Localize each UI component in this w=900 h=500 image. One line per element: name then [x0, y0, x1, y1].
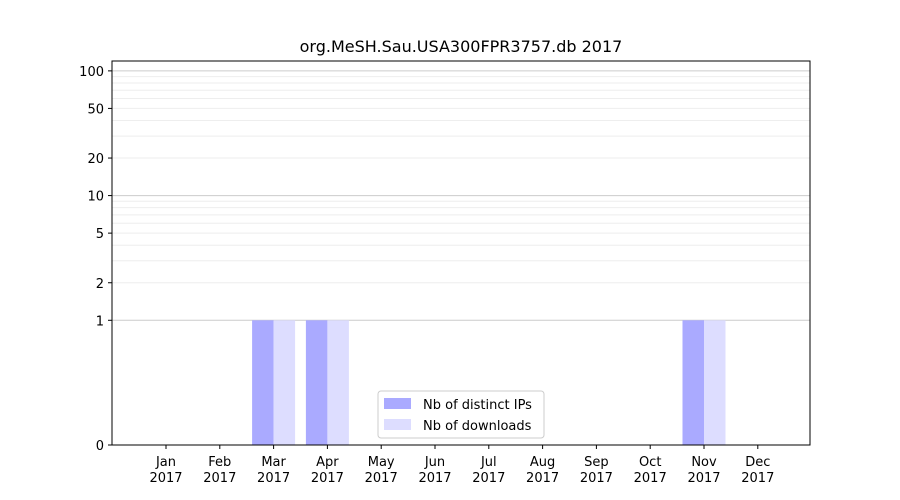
x-tick-label-month: Sep — [584, 455, 609, 470]
x-tick-label-year: 2017 — [580, 471, 613, 486]
x-tick-label-year: 2017 — [741, 471, 774, 486]
grid — [112, 70, 810, 321]
x-tick-label-month: Apr — [316, 455, 339, 470]
x-tick-label-year: 2017 — [311, 471, 344, 486]
plot-frame — [111, 60, 811, 446]
bar-distinct-ips — [252, 320, 274, 445]
y-tick-label: 0 — [96, 439, 104, 454]
x-tick-label-month: Mar — [261, 455, 286, 470]
bar-distinct-ips — [305, 320, 328, 445]
x-axis: Jan2017Feb2017Mar2017Apr2017May2017Jun20… — [149, 445, 774, 486]
x-tick-label-month: Dec — [745, 455, 770, 470]
x-tick-label-month: May — [368, 455, 395, 470]
x-tick-label-year: 2017 — [203, 471, 236, 486]
x-tick-label-month: Aug — [530, 455, 555, 470]
legend-label-downloads: Nb of downloads — [423, 419, 532, 434]
y-tick-label: 10 — [87, 190, 104, 205]
legend: Nb of distinct IPs Nb of downloads — [377, 390, 545, 439]
x-tick-label-month: Feb — [208, 455, 231, 470]
y-tick-label: 50 — [87, 102, 104, 117]
legend-swatch-downloads — [384, 419, 411, 430]
legend-box — [377, 390, 545, 439]
x-tick-label-month: Jul — [480, 455, 497, 470]
x-tick-label-year: 2017 — [472, 471, 505, 486]
bar-distinct-ips — [682, 320, 704, 445]
y-tick-label: 20 — [87, 152, 104, 167]
x-tick-label-year: 2017 — [149, 471, 182, 486]
bar-downloads — [704, 320, 726, 445]
x-tick-label-year: 2017 — [634, 471, 667, 486]
x-tick-label-month: Jan — [155, 455, 176, 470]
x-tick-label-month: Jun — [424, 455, 445, 470]
x-tick-label-month: Nov — [691, 455, 717, 470]
legend-label-distinct-ips: Nb of distinct IPs — [423, 398, 532, 413]
y-tick-label: 2 — [96, 277, 104, 292]
bar-downloads — [327, 320, 349, 445]
chart-title: org.MeSH.Sau.USA300FPR3757.db 2017 — [300, 37, 623, 56]
x-tick-label-year: 2017 — [257, 471, 290, 486]
y-tick-label: 1 — [96, 314, 104, 329]
y-tick-label: 100 — [79, 65, 104, 80]
y-axis: 0 1 2 5 10 20 50 100 — [79, 65, 112, 454]
x-tick-label-year: 2017 — [365, 471, 398, 486]
y-tick-label: 5 — [96, 227, 104, 242]
bars — [252, 320, 726, 445]
bar-downloads — [273, 320, 296, 445]
legend-swatch-distinct-ips — [384, 398, 411, 409]
x-tick-label-year: 2017 — [418, 471, 451, 486]
x-tick-label-year: 2017 — [526, 471, 559, 486]
x-tick-label-month: Oct — [639, 455, 661, 470]
x-tick-label-year: 2017 — [687, 471, 720, 486]
